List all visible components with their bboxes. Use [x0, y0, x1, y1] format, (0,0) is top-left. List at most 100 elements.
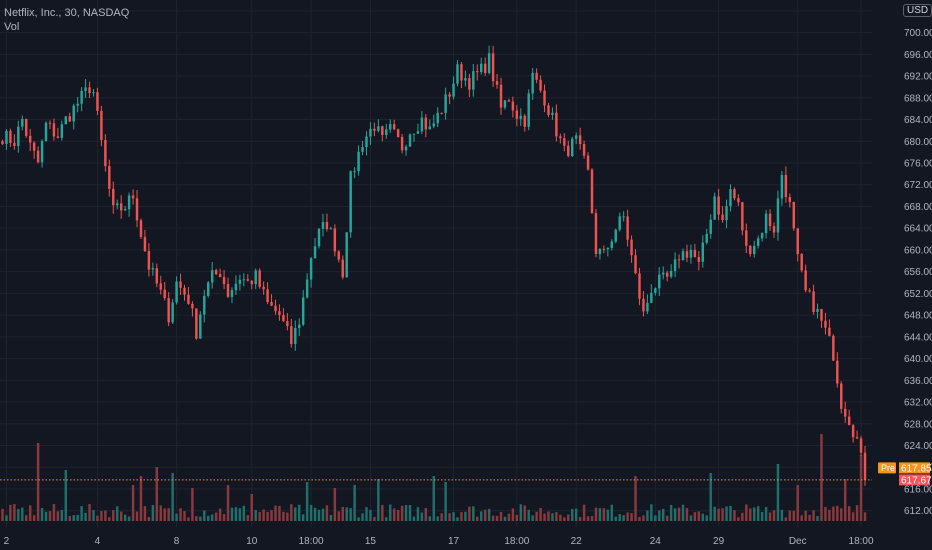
candle-body [214, 270, 218, 275]
candle-body [396, 129, 400, 138]
candle-body [527, 93, 530, 127]
candle-body [630, 239, 633, 256]
candle-body [669, 271, 673, 277]
volume-bar [13, 503, 16, 521]
candle-body [139, 220, 143, 237]
time-tick-label: 18:00 [299, 536, 324, 547]
time-tick-label: 8 [174, 536, 180, 547]
volume-bar [840, 508, 843, 521]
candle-body [258, 270, 261, 287]
volume-bar [460, 512, 463, 521]
volume-bar [598, 508, 602, 521]
volume-bar [72, 515, 75, 521]
candle-body [618, 216, 621, 230]
candle-body [634, 255, 637, 274]
candle-body [626, 216, 629, 240]
volume-bar [784, 517, 788, 521]
candle-body [614, 229, 617, 242]
candle-body [681, 251, 685, 261]
volume-bar [238, 508, 242, 521]
volume-bar [590, 515, 594, 521]
candle-body [610, 241, 614, 248]
candle-body [563, 138, 566, 146]
volume-bar [52, 504, 56, 521]
candle-body [523, 115, 526, 127]
volume-bar [606, 509, 610, 521]
volume-bar [705, 515, 708, 521]
volume-bar [400, 505, 404, 521]
volume-bar [179, 508, 182, 521]
time-axis[interactable]: 2 4 8 10 18:00 15 17 18:00 22 24 29 Dec 18:00 [4, 536, 874, 547]
volume-bar [661, 508, 665, 521]
candle-body [646, 302, 649, 312]
volume-bar [218, 508, 222, 521]
volume-bar [511, 508, 515, 521]
volume-bar [361, 513, 364, 521]
candle-body [361, 147, 364, 152]
candle-body [119, 203, 123, 211]
price-tick-label: 676.00 [904, 158, 932, 169]
volume-bar [622, 515, 625, 521]
candle-body [230, 290, 234, 297]
price-tick-label: 612.00 [904, 506, 932, 517]
volume-histogram [1, 434, 867, 521]
candle-body [238, 279, 242, 284]
price-tick-label: 680.00 [904, 137, 932, 148]
volume-bar [792, 510, 796, 521]
volume-bar [250, 494, 253, 521]
volume-bar [432, 476, 435, 521]
volume-bar [618, 514, 621, 521]
candle-body [677, 259, 681, 261]
volume-bar [721, 508, 724, 521]
candle-body [816, 309, 819, 312]
volume-bar [559, 514, 562, 521]
candle-body [76, 103, 79, 106]
volume-bar [804, 510, 807, 521]
candle-body [760, 233, 764, 239]
volume-bar [495, 515, 499, 521]
volume-bar [527, 509, 530, 521]
volume-bar [847, 506, 851, 521]
time-tick-label: 10 [246, 536, 258, 547]
candle-body [56, 136, 60, 138]
volume-bar [729, 505, 732, 521]
volume-bar [369, 509, 372, 521]
candle-body [135, 198, 139, 221]
candle-body [796, 228, 799, 255]
volume-bar [242, 505, 246, 521]
candle-body [333, 228, 337, 252]
candle-body [800, 254, 803, 271]
candle-body [171, 302, 174, 323]
candle-body [112, 188, 115, 206]
volume-bar [472, 506, 475, 521]
candle-body [143, 236, 147, 252]
candle-body [464, 78, 467, 81]
volume-bar [40, 507, 44, 521]
candle-body [357, 151, 360, 172]
pre-market-badge [878, 462, 896, 474]
volume-bar [464, 511, 467, 521]
pre-market-badge-label: Pre [881, 463, 895, 473]
volume-bar [100, 510, 103, 521]
volume-bar [274, 505, 277, 521]
symbol-title[interactable]: Netflix, Inc., 30, NASDAQ [4, 7, 130, 19]
volume-bar [646, 510, 649, 521]
volume-label[interactable]: Vol [4, 21, 20, 33]
candle-body [654, 288, 657, 293]
volume-bar [191, 488, 194, 521]
volume-bar [693, 512, 697, 521]
volume-bar [816, 516, 819, 521]
volume-bar [523, 505, 526, 521]
candle-body [389, 124, 392, 130]
candle-body [108, 166, 111, 189]
volume-bar [159, 505, 162, 521]
candle-body [551, 112, 554, 116]
currency-badge[interactable]: USD [903, 4, 932, 17]
candle-body [665, 272, 669, 277]
volume-bar [614, 516, 617, 521]
volume-bar [1, 508, 4, 521]
candle-body [792, 202, 796, 229]
candle-body [832, 335, 835, 361]
candle-body [17, 126, 20, 146]
